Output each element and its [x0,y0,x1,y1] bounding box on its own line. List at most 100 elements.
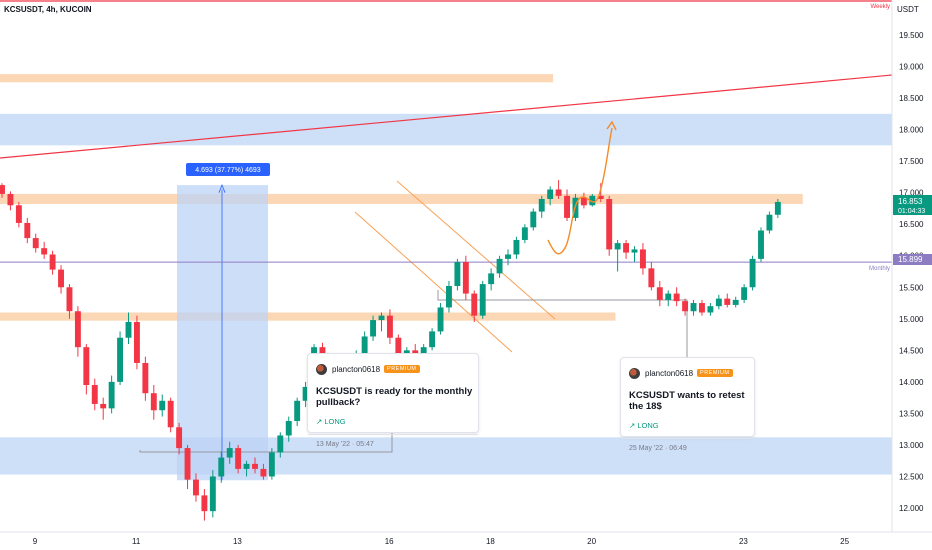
idea-author[interactable]: plancton0618 [332,364,381,374]
candle-body [361,336,368,354]
candle-body [749,258,756,288]
candle-body [479,284,486,316]
channel-line-upper[interactable] [396,180,556,320]
price-tick-label: 14.500 [899,346,924,355]
idea-card[interactable]: plancton0618 PREMIUM KCSUSDT wants to re… [620,357,755,452]
monthly-label: Monthly [869,266,890,272]
candle-body [429,331,436,348]
candle-body [252,463,258,469]
candle-body [648,268,655,288]
idea-direction: LONG [324,417,346,426]
candle-body [437,307,444,332]
candle-body [108,381,115,409]
candle-body [580,197,587,206]
candle-body [699,303,705,313]
price-tick-label: 15.000 [899,315,924,324]
candle-body [370,320,377,337]
candle-body [412,350,419,356]
price-tick-label: 17.500 [899,157,924,166]
candle-body [201,495,208,512]
trend-line-red[interactable] [0,74,893,159]
time-tick-label: 9 [33,537,38,546]
demand-zone-blue[interactable] [0,437,892,475]
idea-card[interactable]: plancton0618 PREMIUM KCSUSDT is ready fo… [307,353,479,448]
candle-body [378,315,385,321]
price-tick-label: 13.000 [899,441,924,450]
candle-body [32,238,39,249]
measure-range [177,184,268,481]
candle-body [505,254,511,259]
candle-body [715,298,722,307]
idea-title[interactable]: KCSUSDT is ready for the monthly pullbac… [316,386,473,408]
candle-body [606,198,613,250]
candle-body [597,195,604,199]
candle-body [555,189,562,196]
candle-body [420,347,427,356]
candle-body [117,337,124,382]
measure-range-label-box [186,163,270,176]
projection-curve [547,127,613,255]
candle-body [631,249,638,253]
demand-zone-blue[interactable] [0,113,892,146]
candle-body [15,205,22,223]
candle-body [665,293,672,300]
idea-author[interactable]: plancton0618 [645,368,694,378]
idea-timestamp: 25 May '22 · 06:49 [629,445,687,452]
candle-body [707,306,714,313]
candle-body [538,198,545,212]
monthly-price-value: 15.899 [898,255,923,264]
last-price-countdown: 01:04:33 [898,208,925,215]
drawings [0,0,893,453]
price-tick-label: 16.500 [899,220,924,229]
supply-zone-orange[interactable] [0,193,803,205]
candle-body [193,479,199,496]
candle-body [218,457,225,477]
idea-title[interactable]: KCSUSDT wants to retest the 18$ [629,390,745,412]
candle-body [24,222,31,239]
candle-body [682,301,689,312]
supply-zone-orange[interactable] [0,74,554,83]
card-divider [308,434,478,435]
candle-body [639,249,646,269]
candle-body [260,468,267,477]
candle-body [49,254,56,270]
candle-body [741,287,748,300]
time-axis[interactable]: 9111316182023252730Jun36810 [0,531,932,546]
candle-body [302,386,309,401]
candle-body [673,293,680,302]
candle-body [0,185,5,194]
idea-connector-line [437,290,688,357]
currency-label: USDT [897,5,919,14]
symbol-title: KCSUSDT, 4h, KUCOIN [4,5,92,14]
candle-body [446,286,452,308]
price-zones [0,74,892,475]
idea-connector-line [139,433,393,453]
long-arrow-icon: ↗ [629,421,636,430]
candle-body [58,269,64,288]
candle-body [235,448,242,469]
user-avatar [629,367,640,379]
candle-body [125,321,132,338]
last-price-value: 16.853 [898,197,923,206]
candle-body [386,315,393,338]
price-tick-label: 18.000 [899,126,924,135]
time-tick-label: 20 [587,537,596,546]
idea-timestamp: 13 May '22 · 05:47 [316,441,374,448]
time-tick-label: 16 [385,537,394,546]
channel-line-lower[interactable] [354,211,513,353]
candle-body [724,298,731,305]
price-tick-label: 19.000 [899,63,924,72]
candle-body [488,273,495,285]
time-tick-label: 25 [840,537,849,546]
time-tick-label: 18 [486,537,495,546]
candle-body [294,400,301,421]
price-axis[interactable]: 19.500 19.000 18.500 18.000 17.500 17.000 16.5… [891,0,924,532]
candle-body [167,400,174,428]
candle-body [521,227,528,240]
card-divider [621,438,754,439]
last-price-tag [893,195,932,215]
idea-direction: LONG [637,421,659,430]
supply-zone-orange[interactable] [0,312,616,321]
time-tick-label: 23 [739,537,748,546]
